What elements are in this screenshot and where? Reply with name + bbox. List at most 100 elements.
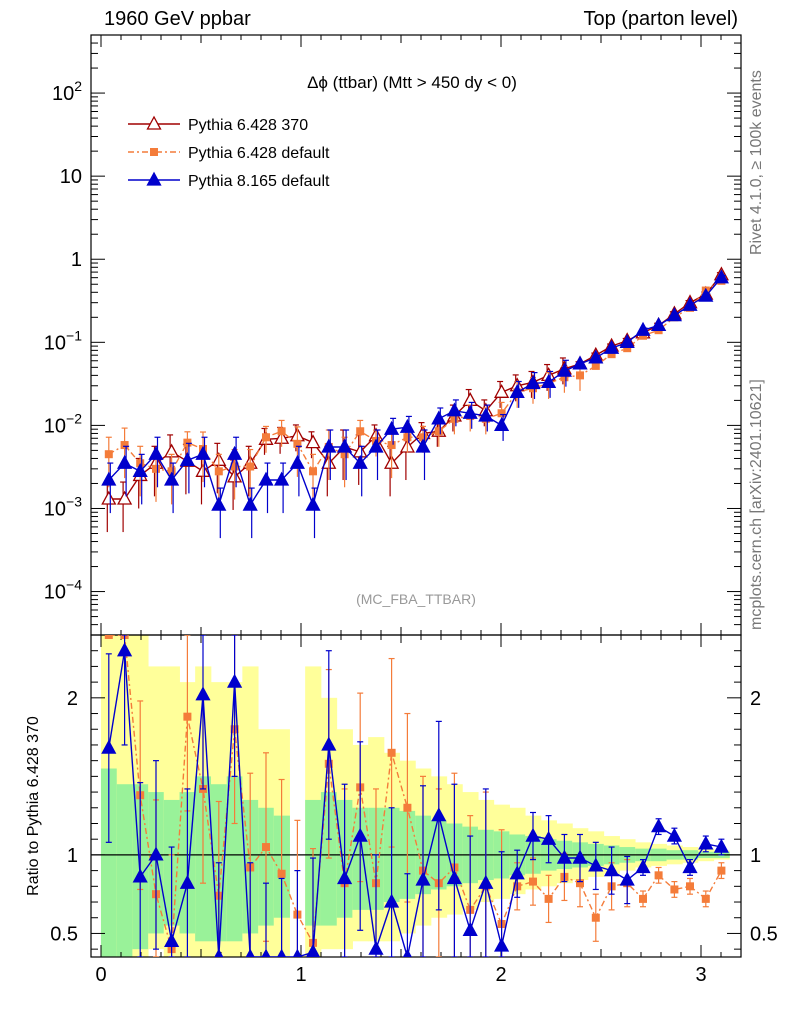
ratio-point-pythia6-default	[576, 879, 584, 888]
data-point-pythia6-370	[305, 434, 321, 449]
ratio-point-pythia8-default	[337, 870, 353, 885]
data-point-pythia6-default	[167, 467, 176, 476]
ratio-point-pythia8-default	[321, 736, 337, 751]
ratio-point-pythia8-default	[227, 673, 243, 688]
ratio-point-pythia8-default	[682, 859, 698, 874]
data-point-pythia8-default	[289, 454, 305, 469]
ratio-point-pythia8-default	[305, 943, 321, 957]
ratio-point-pythia6-default	[262, 843, 270, 852]
data-point-pythia8-default	[415, 438, 431, 453]
data-point-pythia6-default	[497, 409, 506, 418]
ratio-point-pythia8-default	[525, 827, 541, 842]
ratio-point-pythia8-default	[164, 932, 180, 947]
ratio-point-pythia8-default	[604, 862, 620, 877]
ratio-point-pythia6-default	[717, 866, 726, 875]
ratio-y-axis-label: Ratio to Pythia 6.428 370	[25, 716, 42, 896]
ratio-line-pythia8-default	[108, 650, 722, 957]
data-point-pythia8-default	[635, 321, 651, 336]
data-point-pythia8-default	[588, 349, 604, 364]
ratio-frame	[90, 634, 742, 958]
data-point-pythia8-default	[509, 383, 525, 398]
data-point-pythia8-default	[179, 451, 195, 466]
data-point-pythia6-default	[293, 439, 302, 448]
band-green-bin	[226, 776, 243, 942]
data-point-pythia8-default	[619, 333, 635, 348]
data-point-pythia6-default	[356, 427, 365, 436]
header-right-label: Top (parton level)	[583, 8, 738, 30]
data-point-pythia6-default	[387, 441, 396, 450]
y-tick-label-ratio-left: 0.5	[50, 923, 78, 945]
y-tick-label-main: 10−2	[44, 410, 82, 437]
data-point-pythia6-370	[101, 490, 117, 505]
y-tick-label-main: 1	[71, 249, 82, 271]
ratio-point-pythia6-default	[403, 803, 412, 812]
data-point-pythia6-default	[560, 373, 569, 382]
data-point-pythia8-default	[384, 420, 400, 435]
ratio-point-pythia8-default	[132, 868, 148, 883]
ratio-point-pythia8-default	[277, 948, 287, 957]
ratio-point-pythia8-default	[635, 859, 651, 874]
ratio-point-pythia8-default	[478, 874, 494, 889]
legend-label-pythia6-370: Pythia 6.428 370	[188, 117, 308, 134]
ratio-point-pythia8-default	[588, 857, 604, 872]
data-point-pythia6-default	[120, 441, 129, 450]
data-point-pythia6-default	[403, 433, 412, 442]
ratio-point-pythia8-default	[572, 849, 588, 864]
data-point-pythia8-default	[651, 316, 667, 332]
ratio-point-pythia8-default	[402, 948, 412, 957]
data-point-pythia6-default	[623, 344, 632, 353]
data-point-pythia8-default	[352, 454, 368, 469]
data-point-pythia6-default	[591, 361, 600, 370]
data-point-pythia8-default	[101, 471, 117, 486]
y-tick-label-ratio-right: 1	[750, 845, 761, 867]
ratio-point-pythia6-default	[670, 885, 679, 894]
ratio-point-pythia6-default	[277, 869, 286, 878]
y-tick-label-ratio-left: 2	[67, 688, 78, 710]
ratio-point-pythia6-default	[639, 894, 647, 903]
ratio-point-pythia8-default	[415, 871, 431, 886]
data-point-pythia8-default	[494, 417, 510, 432]
data-point-pythia8-default	[274, 471, 290, 486]
data-point-pythia6-default	[576, 371, 584, 380]
data-point-pythia8-default	[431, 410, 447, 425]
data-point-pythia8-default	[713, 269, 729, 284]
legend-marker-pythia8-default	[146, 171, 162, 186]
data-point-pythia8-default	[666, 307, 682, 322]
data-point-pythia8-default	[446, 402, 462, 417]
ratio-point-pythia8-default	[261, 948, 271, 957]
data-point-pythia6-default	[277, 427, 286, 436]
data-point-pythia8-default	[604, 339, 620, 354]
series-line-pythia6-370	[108, 274, 722, 500]
data-point-pythia8-default	[321, 438, 337, 453]
ratio-point-pythia8-default	[384, 893, 400, 908]
data-point-pythia6-default	[434, 427, 443, 436]
x-tick-label: 2	[495, 964, 506, 986]
header-left-label: 1960 GeV ppbar	[104, 8, 251, 30]
band-green-bin	[320, 792, 338, 926]
y-tick-label-main: 10	[60, 166, 82, 188]
data-point-pythia8-default	[132, 462, 148, 477]
ratio-point-pythia6-default	[387, 748, 396, 757]
data-point-pythia6-default	[246, 462, 255, 471]
data-point-pythia8-default	[227, 445, 243, 460]
legend-label-pythia6-default: Pythia 6.428 default	[188, 145, 330, 162]
y-tick-label-ratio-right: 2	[750, 688, 761, 710]
x-tick-label: 3	[695, 964, 706, 986]
legend-marker-pythia6-default	[150, 148, 158, 156]
band-green-bin	[116, 784, 133, 957]
data-point-pythia8-default	[541, 373, 557, 388]
ratio-point-pythia8-default	[619, 871, 635, 886]
ratio-point-pythia8-default	[462, 921, 478, 936]
ratio-point-pythia6-default	[183, 712, 192, 721]
data-point-pythia6-default	[419, 433, 427, 442]
y-tick-label-ratio-left: 1	[67, 845, 78, 867]
data-point-pythia8-default	[368, 438, 384, 453]
data-point-pythia6-default	[230, 462, 239, 471]
data-point-pythia6-default	[340, 450, 349, 459]
ratio-point-pythia8-default	[214, 948, 224, 957]
data-point-pythia6-default	[183, 438, 192, 447]
ratio-point-pythia6-default	[686, 882, 694, 891]
series-line-pythia6-default	[108, 280, 722, 473]
data-point-pythia8-default	[258, 471, 274, 486]
ratio-point-pythia8-default	[148, 846, 164, 861]
